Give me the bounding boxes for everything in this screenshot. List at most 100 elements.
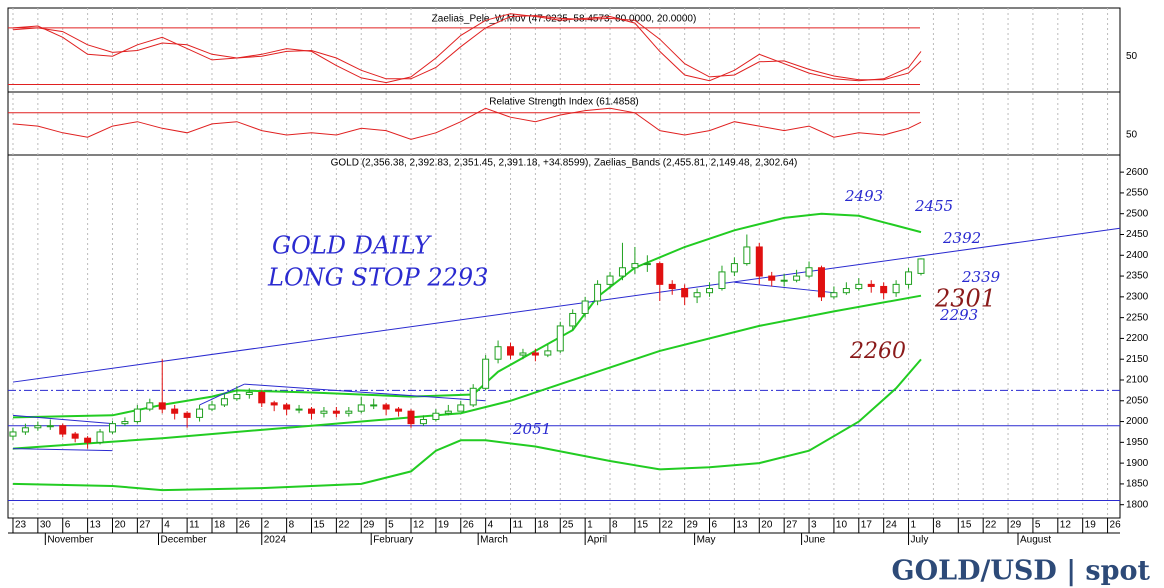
candle-body: [519, 352, 527, 356]
oscillator-line: [12, 107, 922, 140]
x-tick-label: 24: [886, 520, 898, 531]
candle-body: [905, 271, 913, 285]
candle-body: [842, 288, 850, 294]
y-tick-label: 1800: [1126, 499, 1149, 510]
y-tick-label: 2350: [1126, 271, 1149, 282]
y-tick-label: 2500: [1126, 208, 1149, 219]
y-tick-label: 50: [1126, 130, 1138, 141]
y-tick-label: 2200: [1126, 333, 1149, 344]
x-tick-label: 15: [960, 520, 972, 531]
candle-body: [133, 408, 141, 423]
y-tick-label: 2600: [1126, 167, 1149, 178]
candle-body: [618, 267, 626, 277]
panel-title: Relative Strength Index (61.4858): [489, 97, 639, 108]
band-line: [12, 358, 922, 492]
x-tick-label: 11: [513, 520, 524, 531]
candle-body: [171, 408, 179, 414]
x-tick-label: 13: [736, 520, 748, 531]
x-tick-label: 15: [313, 520, 325, 531]
y-tick-label: 2400: [1126, 250, 1149, 261]
candle-body: [9, 431, 17, 437]
x-tick-label: 6: [65, 520, 71, 531]
candle-body: [270, 402, 278, 406]
x-tick-label: 18: [214, 520, 226, 531]
y-tick-label: 2000: [1126, 416, 1149, 427]
candle-body: [531, 352, 539, 356]
x-tick-label: 5: [388, 520, 394, 531]
month-label: 2024: [264, 535, 287, 546]
candle-body: [606, 275, 614, 285]
candle-body: [631, 263, 639, 269]
frame: [7, 7, 1121, 519]
candle-body: [917, 258, 925, 274]
candle-body: [146, 402, 154, 410]
month-label: February: [373, 535, 413, 546]
trendline: [244, 383, 486, 402]
band-line: [12, 294, 922, 450]
candle-body: [830, 292, 838, 298]
candle-body: [183, 412, 191, 418]
x-tick-label: 26: [1110, 520, 1122, 531]
month-label: March: [480, 535, 508, 546]
x-tick-label: 17: [861, 520, 873, 531]
y-tick-label: 2550: [1126, 188, 1149, 199]
candle-body: [432, 412, 440, 420]
y-tick-label: 1900: [1126, 458, 1149, 469]
candle-body: [444, 410, 452, 414]
x-tick-label: 1: [587, 520, 593, 531]
x-tick-label: 15: [637, 520, 649, 531]
annotation: LONG STOP 2293: [267, 264, 488, 292]
candle-body: [357, 404, 365, 412]
panel-title: Zaelias_Pele_W.Mov (47.0235, 58.4573, 80…: [432, 14, 697, 25]
trendline: [12, 414, 113, 425]
candle-body: [718, 271, 726, 290]
candle-body: [743, 246, 751, 265]
candle-body: [307, 408, 315, 414]
candle-body: [121, 421, 129, 425]
x-tick-label: 22: [985, 520, 997, 531]
x-tick-label: 3: [811, 520, 817, 531]
candle-body: [855, 283, 863, 290]
candle-body: [469, 387, 477, 406]
y-tick-label: 50: [1126, 51, 1138, 62]
candle-body: [544, 350, 552, 356]
candle-body: [867, 283, 875, 287]
candle-body: [320, 410, 328, 414]
candle-body: [220, 398, 228, 406]
candle-body: [780, 279, 788, 282]
x-tick-label: 22: [338, 520, 350, 531]
candle-body: [668, 283, 676, 290]
candle-body: [395, 408, 403, 412]
x-tick-label: 13: [90, 520, 102, 531]
candle-body: [755, 246, 763, 277]
annotation: 2293: [939, 306, 978, 324]
x-tick-label: 6: [712, 520, 718, 531]
x-tick-label: 23: [15, 520, 27, 531]
annotation: 2455: [914, 197, 953, 215]
candle-body: [208, 404, 216, 410]
chart-title: GOLD (2,356.38, 2,392.83, 2,351.45, 2,39…: [331, 158, 798, 169]
candle-body: [382, 404, 390, 410]
annotation: GOLD DAILY: [272, 232, 432, 260]
x-tick-label: 11: [189, 520, 200, 531]
candle-body: [494, 346, 502, 360]
candle-body: [108, 423, 116, 433]
x-tick-label: 26: [239, 520, 251, 531]
oscillator-line: [12, 15, 922, 81]
x-tick-label: 27: [139, 520, 151, 531]
annotation: 2260: [849, 339, 906, 364]
candle-body: [46, 425, 54, 428]
x-tick-label: 26: [463, 520, 475, 531]
x-tick-label: 20: [761, 520, 773, 531]
trendline: [12, 227, 1121, 383]
candle-body: [283, 404, 291, 410]
candle-body: [332, 410, 340, 414]
x-tick-label: 27: [786, 520, 798, 531]
x-tick-label: 5: [1035, 520, 1041, 531]
candle-body: [59, 425, 67, 435]
band-line: [12, 212, 922, 419]
candle-body: [793, 275, 801, 281]
trendline: [734, 281, 834, 294]
y-tick-label: 2450: [1126, 229, 1149, 240]
